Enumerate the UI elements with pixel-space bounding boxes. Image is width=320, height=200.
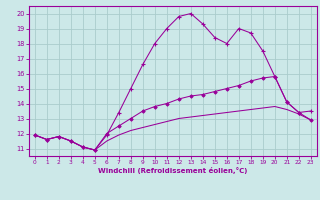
X-axis label: Windchill (Refroidissement éolien,°C): Windchill (Refroidissement éolien,°C) xyxy=(98,167,247,174)
